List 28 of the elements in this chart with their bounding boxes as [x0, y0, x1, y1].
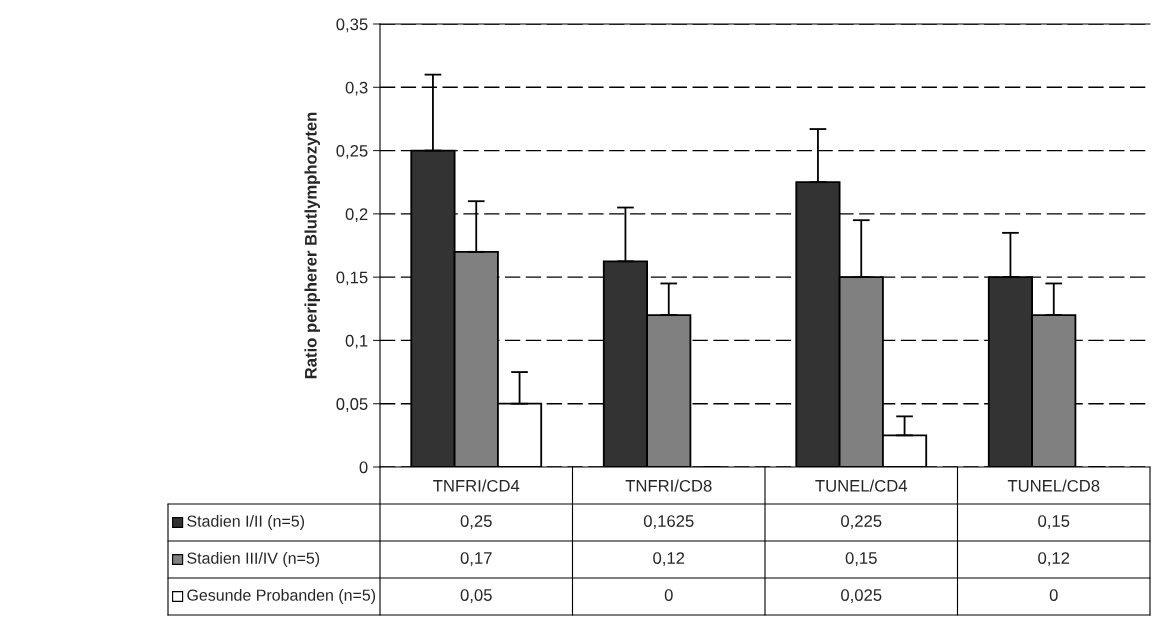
data-label: 0 [664, 589, 673, 601]
data-label: 0,25 [460, 515, 492, 529]
data-label: 0,17 [460, 552, 492, 566]
x-tick-label: TUNEL/CD4 [815, 479, 908, 492]
legend-label: Stadien I/II (n=5) [187, 515, 305, 530]
data-label: 0,225 [841, 515, 882, 529]
x-tick-label: TNFRI/CD8 [625, 479, 712, 492]
y-tick-label: 0,3 [345, 81, 368, 96]
data-label: 0,15 [1038, 515, 1070, 529]
y-tick-label: 0,1 [345, 334, 368, 349]
y-tick-label: 0,2 [345, 208, 368, 223]
data-label: 0,025 [841, 589, 882, 603]
data-label: 0,1625 [643, 515, 694, 529]
data-label: 0 [1049, 589, 1058, 601]
data-label: 0,12 [1038, 552, 1070, 566]
data-label: 0,05 [460, 589, 492, 603]
legend-label: Gesunde Probanden (n=5) [187, 589, 376, 604]
y-tick-label: 0 [359, 461, 368, 474]
y-tick-label: 0,25 [336, 144, 368, 159]
x-tick-label: TUNEL/CD8 [1007, 479, 1100, 492]
y-axis-title: Ratio peripherer Blutlymphozyten [304, 112, 320, 379]
x-tick-label: TNFRI/CD4 [433, 479, 520, 492]
legend-label: Stadien III/IV (n=5) [187, 552, 320, 567]
y-tick-label: 0,35 [336, 18, 368, 33]
y-tick-label: 0,05 [336, 398, 368, 412]
data-label: 0,15 [845, 552, 877, 566]
y-tick-label: 0,15 [336, 271, 368, 286]
data-label: 0,12 [653, 552, 685, 566]
